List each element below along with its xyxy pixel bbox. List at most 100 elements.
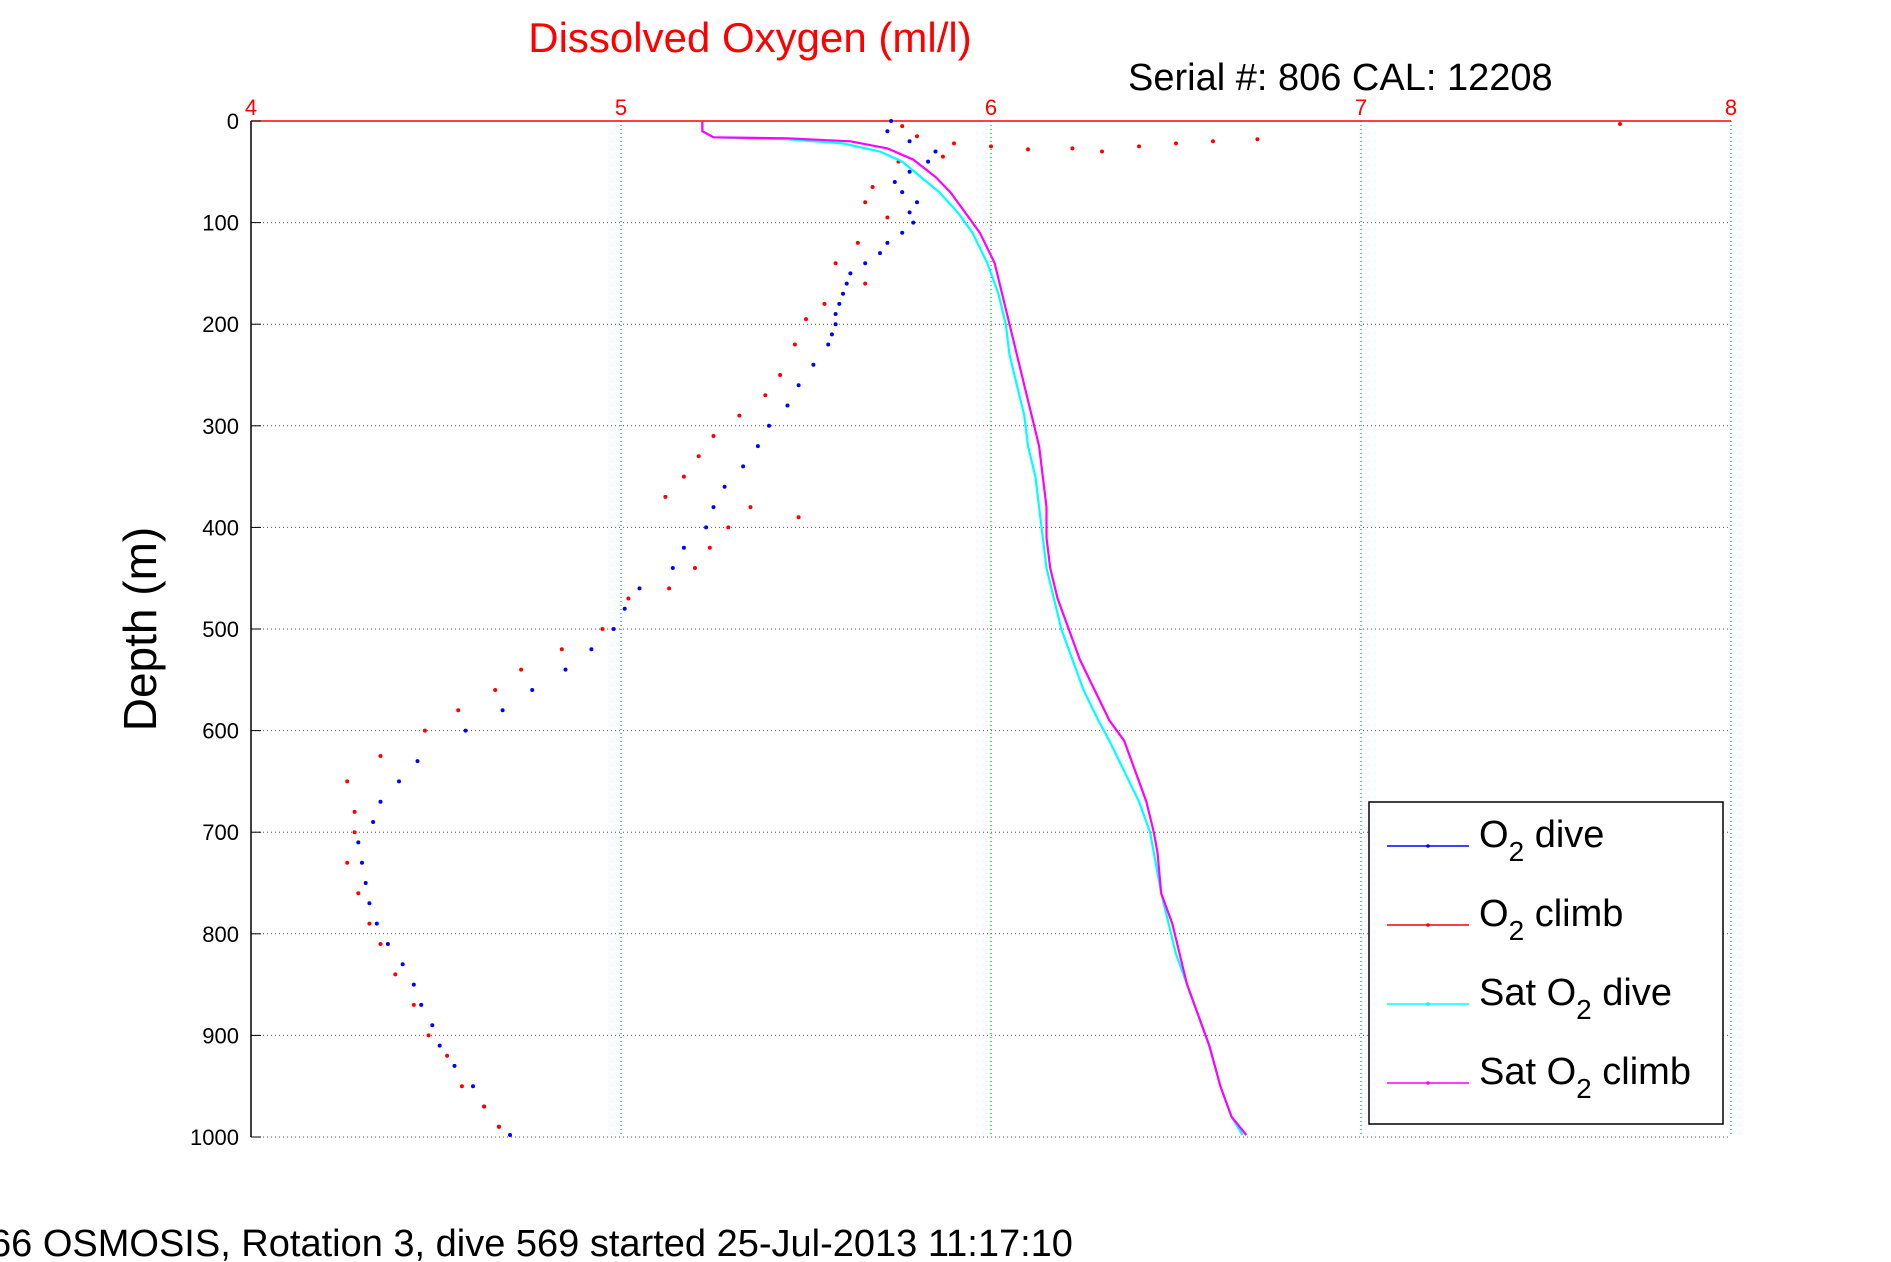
data-point — [907, 139, 912, 144]
data-point — [833, 322, 838, 327]
series-line — [701, 121, 1248, 1136]
data-point — [1211, 139, 1215, 144]
x-tick-label: 4 — [245, 95, 257, 120]
data-point — [704, 525, 709, 530]
legend-box — [1368, 801, 1724, 1125]
data-point — [863, 281, 868, 286]
data-point — [430, 1023, 435, 1028]
data-point — [463, 728, 468, 733]
data-point — [445, 1053, 450, 1058]
data-point — [885, 215, 890, 220]
legend-marker — [1426, 844, 1430, 848]
y-tick-label: 0 — [227, 109, 239, 134]
legend-label: Sat O2 dive — [1479, 972, 1672, 1025]
data-point — [519, 667, 524, 672]
data-point — [500, 708, 505, 713]
data-point — [367, 921, 372, 926]
legend-label-subscript: 2 — [1576, 1073, 1592, 1104]
data-point — [411, 982, 416, 987]
data-point — [356, 840, 361, 845]
data-point — [889, 119, 894, 123]
data-point — [911, 220, 916, 225]
data-point — [811, 362, 816, 367]
data-point — [892, 180, 897, 184]
data-point — [711, 434, 716, 438]
data-point — [693, 566, 697, 570]
legend-label-subscript: 2 — [1576, 994, 1592, 1025]
data-point — [863, 261, 868, 266]
y-tick-label: 100 — [202, 211, 239, 236]
legend-label-subscript: 2 — [1509, 915, 1525, 946]
data-point — [356, 891, 361, 896]
data-point — [667, 586, 672, 591]
data-point — [763, 393, 768, 398]
data-point — [456, 708, 461, 713]
data-point — [1100, 149, 1104, 154]
data-point — [637, 586, 642, 591]
data-point — [378, 799, 383, 804]
data-point — [907, 169, 912, 174]
data-point — [829, 332, 834, 337]
data-point — [1174, 141, 1178, 146]
series-line — [701, 121, 1244, 1136]
data-point — [559, 647, 564, 652]
y-tick-label: 700 — [202, 820, 239, 845]
y-tick-label: 600 — [202, 719, 239, 744]
data-point — [792, 342, 797, 347]
data-point — [1137, 144, 1141, 149]
series-sat-climb — [701, 121, 1248, 1136]
data-point — [833, 261, 838, 266]
legend-marker — [1426, 1081, 1430, 1085]
data-point — [496, 1124, 501, 1129]
legend-label-suffix: dive — [1592, 972, 1672, 1014]
legend-label: O2 dive — [1479, 814, 1604, 867]
data-point — [833, 312, 838, 316]
data-point — [940, 154, 945, 159]
data-point — [926, 159, 931, 164]
data-point — [741, 464, 746, 469]
data-point — [611, 627, 616, 631]
data-point — [870, 185, 875, 189]
data-point — [397, 779, 401, 784]
data-point — [600, 627, 605, 631]
legend-label-prefix: O — [1479, 893, 1509, 935]
series-o2-dive — [356, 119, 938, 1137]
data-point — [419, 1002, 424, 1007]
serial-cal-label: Serial #: 806 CAL: 12208 — [1128, 57, 1553, 99]
data-point — [589, 647, 594, 652]
data-point — [844, 281, 849, 286]
data-point — [563, 667, 568, 672]
data-point — [352, 830, 357, 835]
y-tick-label: 800 — [202, 922, 239, 947]
data-point — [471, 1084, 475, 1089]
y-tick-label: 300 — [202, 414, 239, 439]
data-point — [371, 820, 376, 824]
data-point — [1026, 147, 1030, 152]
data-point — [804, 317, 808, 322]
data-point — [681, 545, 686, 550]
y-tick-label: 200 — [202, 312, 239, 337]
legend-marker — [1426, 923, 1430, 927]
chart-title: Dissolved Oxygen (ml/l) — [528, 14, 971, 61]
data-point — [411, 1002, 416, 1007]
data-point — [952, 141, 956, 146]
data-point — [900, 230, 905, 235]
legend-label-prefix: Sat O — [1479, 1051, 1576, 1093]
dive-caption: 66 OSMOSIS, Rotation 3, dive 569 started… — [0, 1223, 1073, 1262]
data-point — [415, 759, 420, 764]
data-point — [989, 144, 993, 149]
data-point — [352, 809, 357, 814]
data-point — [345, 860, 350, 865]
data-point — [755, 444, 760, 449]
data-point — [493, 688, 498, 692]
data-point — [826, 342, 831, 347]
data-point — [915, 134, 919, 139]
data-point — [900, 190, 905, 195]
data-point — [900, 124, 905, 129]
legend-label-suffix: climb — [1524, 893, 1623, 935]
data-point — [622, 606, 627, 611]
data-point — [933, 149, 938, 154]
data-point — [878, 251, 882, 256]
data-point — [726, 525, 731, 530]
